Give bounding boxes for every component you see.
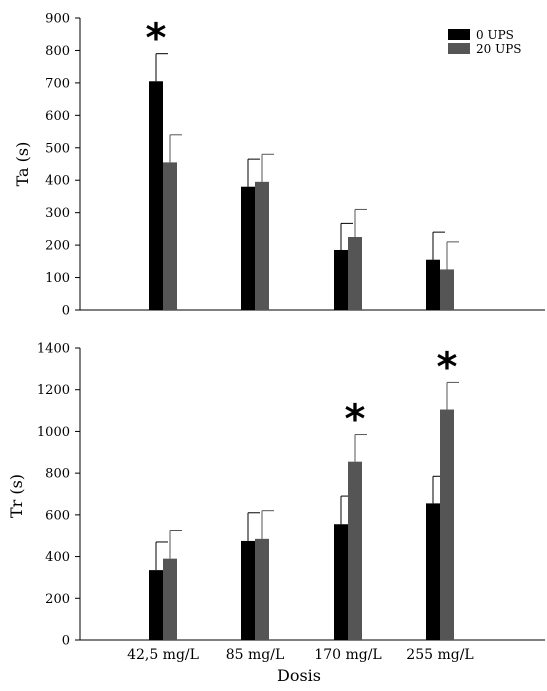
bar (163, 558, 177, 640)
y-tick-label: 400 (45, 174, 70, 189)
significance-asterisk: * (146, 16, 167, 62)
y-tick-label: 800 (45, 44, 70, 59)
bar (440, 269, 454, 310)
y-tick-label: 800 (45, 467, 70, 482)
y-tick-label: 700 (45, 76, 70, 91)
bar (255, 181, 269, 310)
bar (149, 81, 163, 311)
bar (255, 538, 269, 640)
y-tick-label: 900 (45, 12, 70, 27)
ta-bars: * (146, 16, 459, 311)
y-tick-label: 100 (45, 271, 70, 286)
y-tick-label: 1200 (37, 383, 70, 398)
significance-asterisk: * (345, 397, 366, 443)
tr-x-ticks: 42,5 mg/L 85 mg/L 170 mg/L 255 mg/L (127, 647, 474, 663)
bar (426, 259, 440, 310)
legend-label-0-ups: 0 UPS (476, 28, 514, 42)
legend-swatch-0-ups (448, 29, 470, 40)
y-tick-label: 0 (62, 304, 70, 319)
tr-y-ticks: 0 200 400 600 800 1000 1200 1400 (37, 342, 80, 649)
tr-y-axis-label: Tr (s) (7, 474, 26, 518)
x-tick-label: 170 mg/L (314, 647, 381, 663)
bar (348, 461, 362, 640)
y-tick-label: 300 (45, 206, 70, 221)
legend-label-20-ups: 20 UPS (476, 42, 522, 56)
y-tick-label: 600 (45, 508, 70, 523)
bar (348, 237, 362, 310)
bar (241, 540, 255, 640)
tr-x-axis-label: Dosis (277, 666, 321, 685)
bar (334, 249, 348, 310)
legend-swatch-20-ups (448, 43, 470, 54)
y-tick-label: 200 (45, 239, 70, 254)
bar (426, 503, 440, 640)
ta-y-ticks: 0 100 200 300 400 500 600 700 800 900 (45, 12, 80, 319)
bar (334, 524, 348, 640)
y-tick-label: 1000 (37, 425, 70, 440)
bar (440, 409, 454, 640)
bar (163, 162, 177, 310)
y-tick-label: 1400 (37, 342, 70, 357)
y-tick-label: 600 (45, 109, 70, 124)
x-tick-label: 85 mg/L (226, 647, 285, 663)
x-tick-label: 255 mg/L (406, 647, 473, 663)
tr-bars: ** (149, 344, 459, 640)
ta-y-axis-label: Ta (s) (13, 142, 32, 187)
y-tick-label: 500 (45, 141, 70, 156)
ta-panel: 0 100 200 300 400 500 600 700 800 900 * Ta (s) 0 … (13, 12, 545, 319)
y-tick-label: 400 (45, 550, 70, 565)
y-tick-label: 200 (45, 592, 70, 607)
y-tick-label: 0 (62, 634, 70, 649)
bar (241, 186, 255, 310)
legend: 0 UPS 20 UPS (448, 28, 522, 56)
significance-asterisk: * (437, 344, 458, 390)
x-tick-label: 42,5 mg/L (127, 647, 199, 663)
bar (149, 570, 163, 640)
